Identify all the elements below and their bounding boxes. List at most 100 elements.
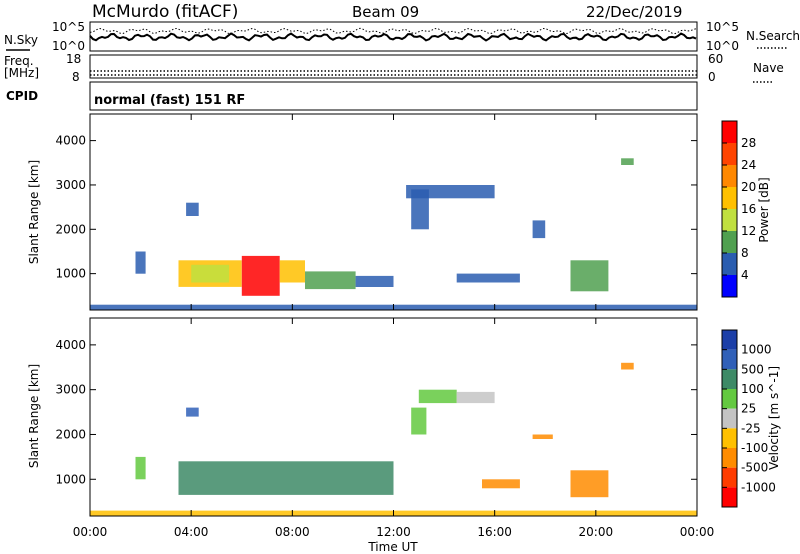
colorbar-segment (722, 408, 737, 429)
noise-traces (89, 27, 697, 42)
heatmap-cell (186, 202, 199, 216)
velocity-colorbar: 1000 500 100 25 -25 -100 -500 -1000 (721, 329, 776, 508)
station-title: McMurdo (fitACF) (92, 2, 238, 22)
ytick-label: 3000 (55, 383, 86, 397)
colorbar-segment (722, 349, 737, 370)
colorbar-tick-label: -1000 (741, 480, 776, 494)
ytick-label: 1000 (55, 472, 86, 486)
ytick-label: 4000 (55, 134, 86, 148)
heatmap-cell (355, 275, 394, 287)
xtick-label: 00:00 (73, 525, 108, 539)
heatmap-cell (186, 407, 199, 417)
nsky-tick-low: 10^0 (52, 39, 85, 53)
cpid-panel-frame (89, 81, 698, 111)
colorbar-tick-label: 1000 (741, 343, 772, 357)
nsearch-label: N.Search (746, 29, 800, 43)
nsky-trace (89, 32, 697, 42)
colorbar-segment (722, 253, 737, 275)
ytick-label: 3000 (55, 178, 86, 192)
nsearch-trace (89, 27, 697, 35)
nsky-label: N.Sky (4, 33, 38, 47)
freq-panel-frame (89, 54, 698, 79)
freq-label: Freq. (4, 54, 34, 68)
heatmap-cell (241, 255, 280, 296)
power-yticks: 1000 2000 3000 4000 (55, 134, 697, 281)
time-axis: 00:00 04:00 08:00 12:00 16:00 20:00 00:00 (73, 114, 715, 539)
colorbar-tick-label: -500 (741, 461, 768, 475)
colorbar-tick-label: 8 (741, 246, 749, 260)
colorbar-segment (722, 389, 737, 409)
heatmap-cell (411, 189, 429, 230)
heatmap-cell (191, 264, 230, 283)
heatmap-cell (305, 271, 356, 290)
heatmap-cell (532, 434, 553, 439)
cpid-label: CPID (6, 89, 38, 103)
heatmap-cell (135, 456, 146, 480)
nave-label: Nave (753, 61, 784, 75)
heatmap-cell (456, 273, 520, 283)
colorbar-tick-label: -25 (741, 421, 761, 435)
nsearch-tick-low: 10^0 (706, 39, 739, 53)
freq-tick-low: 8 (72, 70, 80, 84)
power-ylabel: Slant Range [km] (27, 160, 41, 264)
heatmap-cell (135, 251, 146, 274)
power-colorbar: 28 24 20 16 12 8 4 (721, 120, 756, 298)
xtick-label: 04:00 (174, 525, 209, 539)
velocity-panel: 1000 2000 3000 4000 Slant Range [km] 1000 50… (27, 317, 781, 517)
colorbar-segment (722, 487, 737, 507)
beam-title: Beam 09 (352, 3, 419, 21)
heatmap-cell (456, 391, 495, 404)
colorbar-segment (722, 187, 737, 209)
xtick-label: 12:00 (376, 525, 411, 539)
xtick-label: 16:00 (477, 525, 512, 539)
xtick-label: 20:00 (579, 525, 614, 539)
colorbar-tick-label: 12 (741, 224, 756, 238)
power-patches (90, 158, 697, 310)
colorbar-tick-label: 100 (741, 382, 764, 396)
colorbar-segment (722, 143, 737, 165)
colorbar-frame (721, 329, 738, 508)
colorbar-segment (722, 165, 737, 187)
colorbar-segment (722, 209, 737, 231)
heatmap-cell (532, 220, 546, 239)
velocity-yticks: 1000 2000 3000 4000 (55, 338, 697, 486)
velocity-cbar-label: Velocity [m s^-1] (767, 366, 781, 470)
colorbar-tick-label: 24 (741, 158, 756, 172)
nsky-tick-high: 10^5 (52, 20, 85, 34)
heatmap-cell (482, 479, 520, 489)
cpid-text: normal (fast) 151 RF (94, 93, 245, 108)
heatmap-cell (621, 158, 634, 165)
power-panel: 1000 2000 3000 4000 Slant Range [km] 28 24 20… (27, 113, 771, 311)
heatmap-cell (621, 362, 634, 370)
heatmap-cell (418, 389, 457, 404)
freq-unit: [MHz] (4, 66, 39, 80)
nsearch-tick-high: 10^5 (706, 20, 739, 34)
ytick-label: 2000 (55, 427, 86, 441)
colorbar-segment (722, 330, 737, 350)
xtick-label: 08:00 (275, 525, 310, 539)
xtick-label: 00:00 (680, 525, 715, 539)
colorbar-tick-label: 28 (741, 136, 756, 150)
colorbar-segment (722, 467, 737, 488)
colorbar-tick-label: -100 (741, 441, 768, 455)
velocity-patches (90, 362, 697, 516)
nave-tick-high: 60 (708, 52, 723, 66)
ytick-label: 4000 (55, 338, 86, 352)
colorbar-segment (722, 231, 737, 253)
colorbar-tick-label: 16 (741, 202, 756, 216)
colorbar-segment (722, 275, 737, 297)
colorbar-segment (722, 121, 737, 143)
nave-tick-low: 0 (708, 70, 716, 84)
colorbar-tick-label: 500 (741, 362, 764, 376)
heatmap-cell (411, 407, 427, 435)
date-title: 22/Dec/2019 (586, 3, 682, 21)
power-cbar-label: Power [dB] (757, 177, 771, 242)
heatmap-cell (570, 470, 609, 498)
colorbar-tick-label: 4 (741, 268, 749, 282)
heatmap-cell (279, 260, 305, 283)
time-axis-label: Time UT (367, 540, 418, 554)
heatmap-cell (570, 260, 609, 292)
ytick-label: 1000 (55, 267, 86, 281)
colorbar-tick-label: 20 (741, 180, 756, 194)
